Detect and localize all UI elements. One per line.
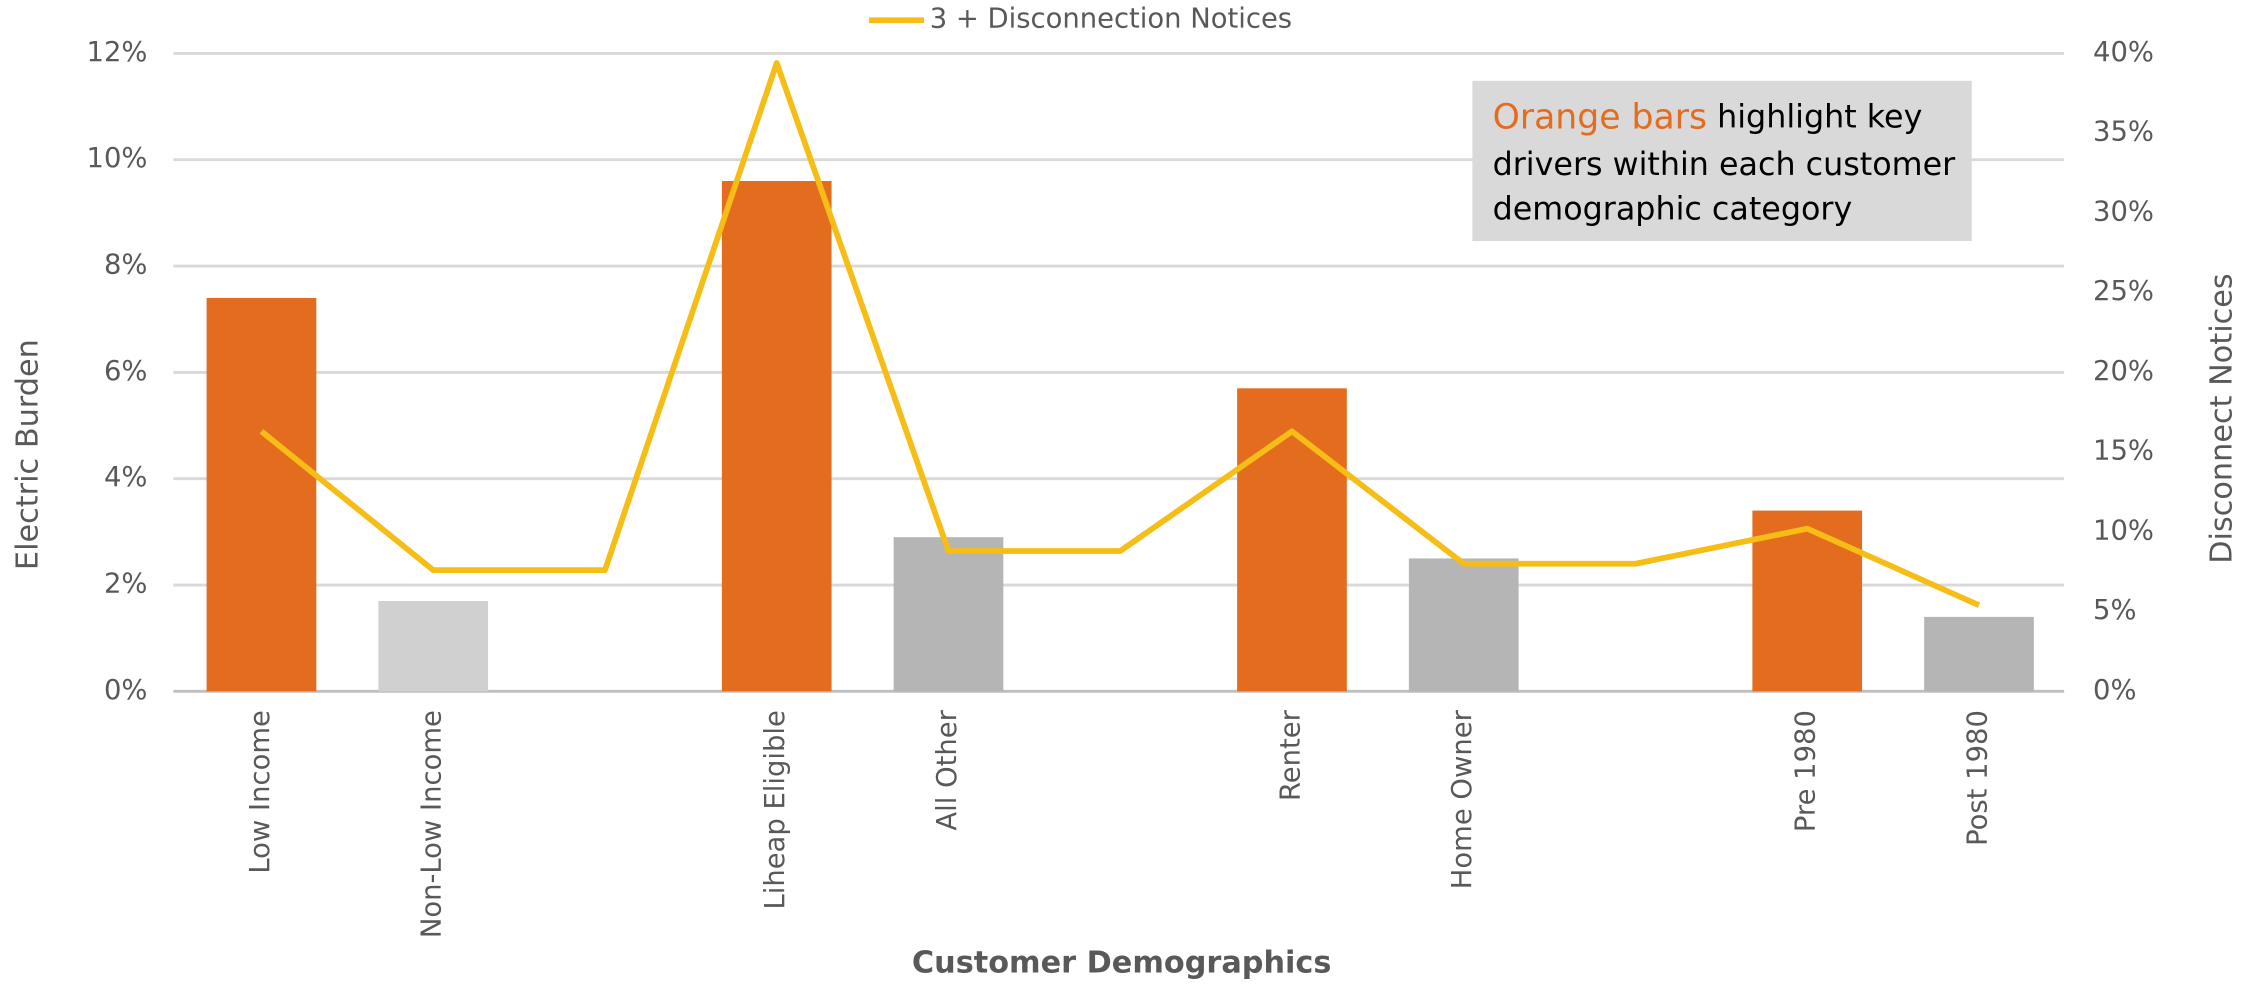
y2-tick-label: 10%	[2093, 515, 2154, 546]
x-axis-title: Customer Demographics	[912, 946, 1332, 980]
annotation-box	[1472, 80, 1972, 242]
y2-tick-label: 25%	[2093, 276, 2154, 307]
annotation-line: demographic category	[1493, 192, 1853, 228]
bar	[1237, 388, 1347, 692]
y-tick-label: 10%	[87, 143, 148, 174]
x-tick-label: Home Owner	[1447, 709, 1478, 889]
y-tick-label: 6%	[104, 356, 147, 387]
bar	[721, 180, 832, 692]
annotation-highlight: Orange bars	[1493, 97, 1707, 137]
y2-tick-label: 15%	[2093, 436, 2154, 467]
bar	[206, 297, 317, 692]
annotation-line: Orange bars highlight key	[1493, 97, 1923, 137]
annotation-text: highlight key	[1717, 99, 1922, 135]
bar	[378, 600, 489, 692]
x-tick-label: Post 1980	[1962, 710, 1993, 846]
y-tick-label: 4%	[104, 462, 147, 493]
bar	[1408, 558, 1519, 692]
y2-tick-label: 40%	[2093, 37, 2154, 68]
y2-tick-label: 30%	[2093, 196, 2154, 227]
y2-tick-label: 5%	[2093, 595, 2136, 626]
x-tick-label: Pre 1980	[1791, 710, 1822, 832]
bar	[1752, 510, 1863, 692]
y-tick-label: 8%	[104, 250, 147, 281]
y-tick-label: 2%	[104, 569, 147, 600]
legend-label: 3 + Disconnection Notices	[930, 4, 1292, 35]
x-tick-label: Liheap Eligible	[760, 710, 791, 909]
y-tick-label: 12%	[87, 37, 148, 68]
y2-tick-label: 0%	[2093, 675, 2136, 706]
x-tick-label: Non-Low Income	[417, 710, 448, 938]
y2-tick-label: 35%	[2093, 117, 2154, 148]
y2-axis-title: Disconnect Notices	[2204, 273, 2239, 564]
line	[259, 60, 1981, 608]
annotation-line: drivers within each customer	[1493, 147, 1957, 183]
y-axis-title: Electric Burden	[11, 339, 46, 570]
y2-tick-label: 20%	[2093, 356, 2154, 387]
x-tick-label: All Other	[932, 709, 963, 830]
x-tick-label: Low Income	[245, 710, 276, 874]
y-tick-label: 0%	[104, 675, 147, 706]
bar	[1924, 616, 2034, 692]
x-tick-label: Renter	[1275, 709, 1306, 801]
bar	[893, 537, 1004, 692]
